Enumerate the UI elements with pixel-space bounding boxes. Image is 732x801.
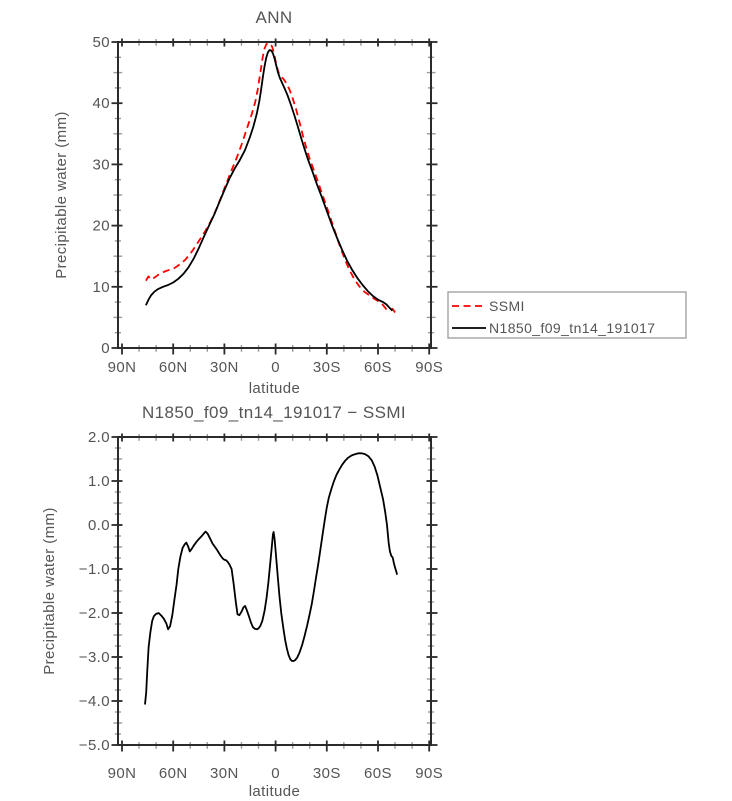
major-ticks [111,433,438,752]
y-tick-label: −4.0 [79,693,110,710]
x-tick-label: 90N [108,765,137,782]
y-tick-label: 1.0 [88,473,110,490]
x-tick-label: 0 [271,765,280,782]
y-tick-label: 0 [101,340,110,357]
legend-label: N1850_f09_tn14_191017 [489,320,655,336]
tick-labels: 90N 60N 30N 0 30S 60S 90S −5.0 −4.0 −3.0 −2.0 −1.0 0… [79,429,443,782]
difference-chart: 90N 60N 30N 0 30S 60S 90S −5.0 −4.0 −3.0 −2.0 −1.0 0… [41,403,443,800]
x-tick-label: 60S [364,765,392,782]
x-tick-label: 30S [313,765,341,782]
y-axis-label: Precipitable water (mm) [41,507,58,675]
legend: SSMI N1850_f09_tn14_191017 [447,291,687,339]
x-tick-label: 60S [364,359,392,376]
y-tick-label: 2.0 [88,429,110,446]
y-tick-label: −3.0 [79,649,110,666]
y-tick-label: 50 [93,34,111,51]
chart-title: ANN [255,8,292,27]
x-tick-label: 90S [415,765,443,782]
x-tick-label: 90S [415,359,443,376]
x-tick-label: 30S [313,359,341,376]
ann-chart: 90N 60N 30N 0 30S 60S 90S 0 10 20 30 40 50 ANN latitud… [53,8,687,397]
x-axis-label: latitude [249,783,301,800]
tick-labels: 90N 60N 30N 0 30S 60S 90S 0 10 20 30 40 50 [93,34,443,376]
x-tick-label: 30N [210,765,239,782]
legend-label: SSMI [489,298,525,314]
series-n1850-f09-tn14-191017 [145,49,394,312]
plot-frame [117,436,432,746]
x-tick-label: 0 [271,359,280,376]
chart-title: N1850_f09_tn14_191017 − SSMI [142,403,406,422]
legend-box [447,291,687,339]
y-tick-label: 40 [93,95,111,112]
x-axis-label: latitude [249,380,301,397]
y-tick-label: 0.0 [88,517,110,534]
series-ssmi [145,42,396,314]
y-tick-label: 10 [93,279,111,296]
y-tick-label: 30 [93,156,111,173]
x-tick-label: 60N [159,359,188,376]
minor-ticks [113,434,436,749]
y-tick-label: −1.0 [79,561,110,578]
y-axis-label: Precipitable water (mm) [53,111,70,279]
x-tick-label: 60N [159,765,188,782]
series-n1850-f09-tn14-191017-ssmi [144,452,398,705]
y-tick-label: −2.0 [79,605,110,622]
plot-frame [117,41,432,349]
x-tick-label: 30N [210,359,239,376]
y-tick-label: −5.0 [79,737,110,754]
y-tick-label: 20 [93,218,111,235]
x-tick-label: 90N [108,359,137,376]
